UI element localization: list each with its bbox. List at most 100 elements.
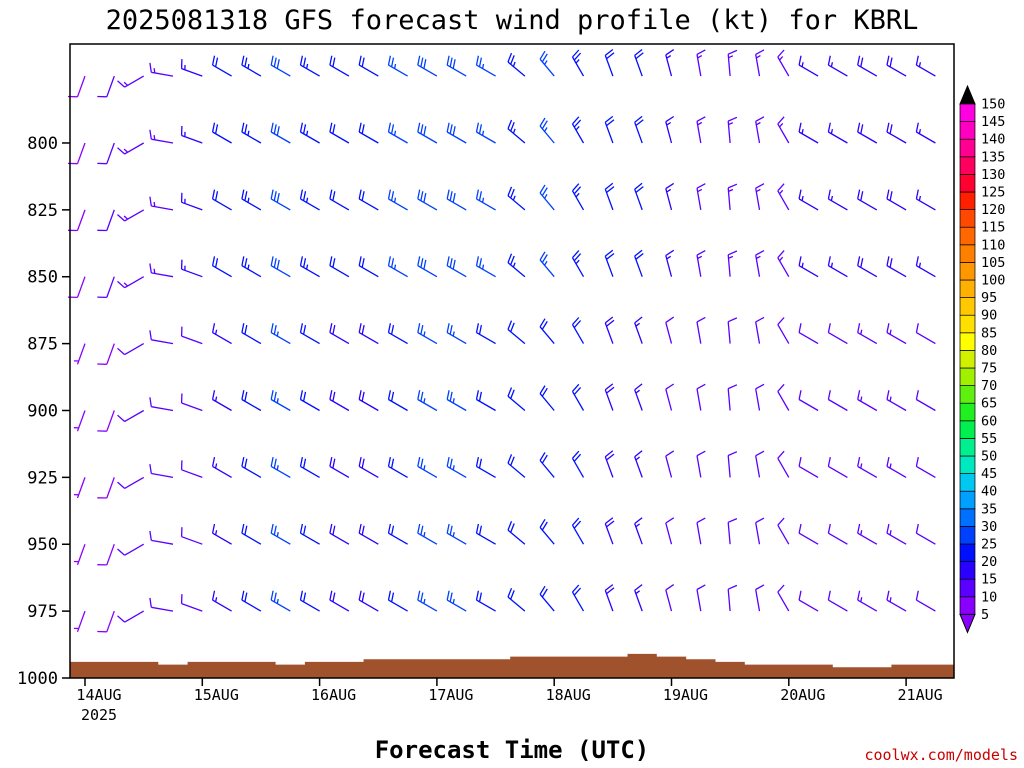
wind-barb bbox=[857, 256, 878, 278]
wind-barb bbox=[97, 343, 115, 365]
x-tick-label: 15AUG bbox=[194, 686, 239, 704]
colorbar-label: 120 bbox=[981, 202, 1005, 218]
colorbar-swatch bbox=[959, 226, 976, 246]
wind-barb bbox=[117, 142, 145, 155]
wind-barb bbox=[117, 276, 145, 289]
wind-barb bbox=[211, 390, 232, 412]
wind-barb bbox=[241, 390, 262, 412]
colorbar-label: 30 bbox=[981, 519, 997, 535]
wind-barb bbox=[241, 189, 262, 211]
wind-barb bbox=[857, 55, 878, 77]
wind-barb bbox=[827, 122, 848, 144]
wind-barb bbox=[507, 52, 526, 77]
colorbar-top-arrow bbox=[959, 84, 976, 105]
wind-barb bbox=[798, 590, 819, 612]
wind-barb bbox=[571, 317, 585, 344]
chart-title: 2025081318 GFS forecast wind profile (kt… bbox=[106, 5, 919, 36]
wind-barb bbox=[571, 250, 585, 278]
wind-barb bbox=[777, 450, 790, 478]
wind-barb bbox=[634, 48, 644, 77]
colorbar-label: 70 bbox=[981, 378, 997, 394]
y-tick-label: 925 bbox=[27, 468, 58, 488]
wind-barb bbox=[727, 250, 738, 277]
wind-barb bbox=[329, 590, 350, 612]
y-tick-label: 850 bbox=[27, 268, 58, 288]
wind-barb bbox=[886, 590, 907, 612]
wind-barb bbox=[827, 523, 848, 545]
wind-barb bbox=[299, 55, 320, 77]
wind-barb bbox=[387, 523, 408, 545]
wind-barb bbox=[180, 125, 203, 144]
wind-barb bbox=[727, 317, 738, 344]
colorbar-swatch bbox=[959, 314, 976, 334]
wind-barb bbox=[475, 189, 496, 211]
wind-barb bbox=[329, 256, 350, 278]
colorbar-swatch bbox=[959, 121, 976, 140]
wind-barb bbox=[798, 323, 819, 345]
wind-barb bbox=[665, 182, 675, 211]
wind-barb bbox=[387, 256, 408, 278]
colorbar-label: 10 bbox=[981, 589, 997, 605]
credit-link[interactable]: coolwx.com/models bbox=[864, 746, 1018, 764]
wind-barb bbox=[117, 343, 145, 356]
wind-barb bbox=[665, 316, 675, 344]
colorbar-label: 125 bbox=[981, 185, 1005, 201]
wind-barb bbox=[915, 390, 936, 412]
wind-barb bbox=[73, 410, 86, 432]
wind-barb bbox=[358, 456, 379, 478]
wind-barb bbox=[97, 209, 115, 232]
wind-barb bbox=[827, 256, 848, 278]
wind-barb bbox=[857, 523, 878, 545]
wind-barb bbox=[446, 523, 467, 545]
wind-barb bbox=[211, 523, 232, 545]
wind-barb bbox=[299, 523, 320, 545]
wind-barb bbox=[387, 55, 408, 77]
wind-barb bbox=[604, 182, 615, 211]
wind-barb bbox=[539, 251, 555, 278]
wind-barb bbox=[507, 454, 526, 478]
wind-barb bbox=[180, 326, 203, 345]
wind-barb bbox=[180, 460, 203, 479]
x-tick-label: 18AUG bbox=[546, 686, 591, 704]
wind-barb bbox=[886, 523, 907, 545]
wind-barb bbox=[299, 323, 320, 345]
wind-barb bbox=[727, 49, 738, 77]
wind-barb bbox=[117, 476, 145, 489]
wind-barb bbox=[117, 75, 145, 88]
wind-barb bbox=[727, 384, 738, 411]
wind-barb bbox=[97, 543, 115, 566]
colorbar-label: 110 bbox=[981, 237, 1005, 253]
x-year-label: 2025 bbox=[81, 706, 117, 724]
wind-barb bbox=[857, 390, 878, 412]
wind-barb bbox=[696, 450, 706, 478]
wind-barb bbox=[149, 196, 174, 211]
wind-barb bbox=[539, 50, 555, 77]
wind-barb bbox=[777, 250, 790, 278]
colorbar-swatch bbox=[959, 596, 976, 615]
wind-barb bbox=[73, 610, 86, 633]
colorbar-label: 50 bbox=[981, 449, 997, 465]
wind-barb bbox=[634, 450, 643, 478]
colorbar-swatch bbox=[959, 543, 976, 562]
wind-barb bbox=[857, 189, 878, 211]
wind-barb bbox=[539, 385, 555, 411]
wind-barb bbox=[446, 390, 467, 412]
wind-barb bbox=[604, 450, 615, 478]
wind-barb bbox=[886, 390, 907, 412]
wind-barb bbox=[73, 543, 86, 566]
wind-barb bbox=[329, 323, 350, 345]
wind-barb bbox=[665, 249, 675, 277]
wind-barb bbox=[446, 256, 467, 278]
wind-barb bbox=[571, 517, 585, 545]
colorbar-label: 40 bbox=[981, 484, 997, 500]
wind-barb bbox=[73, 477, 86, 499]
wind-barb bbox=[634, 182, 644, 211]
wind-barb bbox=[446, 189, 467, 211]
wind-barb bbox=[329, 456, 350, 478]
wind-barb bbox=[299, 122, 320, 144]
wind-barb bbox=[539, 518, 555, 545]
wind-barb bbox=[211, 323, 232, 345]
colorbar-label: 80 bbox=[981, 343, 997, 359]
colorbar-label: 75 bbox=[981, 361, 997, 377]
wind-barb bbox=[97, 610, 115, 633]
